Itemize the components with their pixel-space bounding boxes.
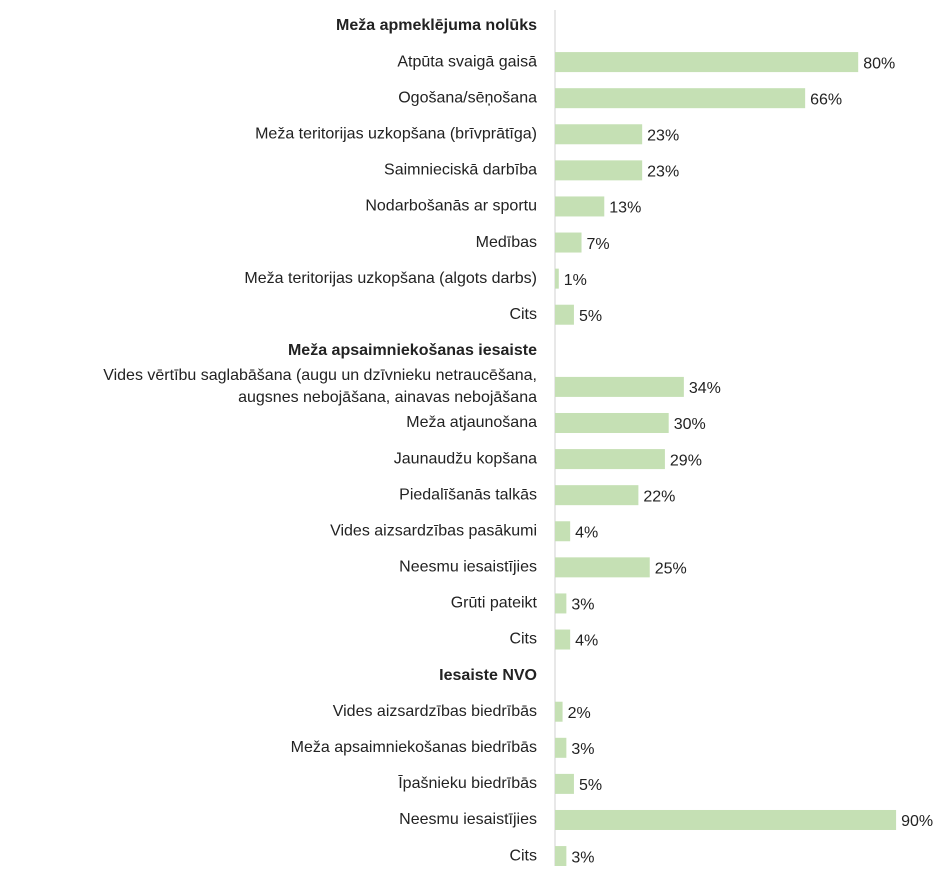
category-label: Nodarbošanās ar sportu	[365, 198, 537, 215]
category-label: Vides vērtību saglabāšana (augu un dzīvn…	[103, 367, 537, 406]
category-label: Meža teritorijas uzkopšana (algots darbs…	[244, 270, 537, 287]
category-label: Medības	[476, 234, 537, 251]
bar	[555, 773, 574, 794]
value-label: 23%	[647, 164, 679, 181]
category-label: Cits	[509, 306, 537, 323]
bar	[555, 521, 571, 542]
bar	[555, 88, 806, 109]
value-label: 3%	[571, 597, 594, 614]
bar	[555, 737, 567, 758]
bar	[555, 485, 639, 506]
bar	[555, 124, 643, 145]
value-label: 4%	[575, 633, 598, 650]
value-label: 4%	[575, 524, 598, 541]
category-label: Saimnieciskā darbība	[384, 162, 537, 179]
category-label: Neesmu iesaistījies	[399, 811, 537, 828]
value-label: 2%	[568, 705, 591, 722]
bar	[555, 376, 684, 397]
bar	[555, 449, 665, 470]
category-label: Vides aizsardzības biedrībās	[333, 703, 537, 720]
bar	[555, 846, 567, 867]
value-label: 23%	[647, 127, 679, 144]
category-label: Jaunaudžu kopšana	[394, 450, 537, 467]
value-label: 5%	[579, 777, 602, 794]
category-label: Grūti pateikt	[451, 595, 538, 612]
value-label: 5%	[579, 308, 602, 325]
bar	[555, 629, 571, 650]
bar	[555, 232, 582, 253]
value-label: 66%	[810, 91, 842, 108]
label-line: augsnes nebojāšana, ainavas nebojāšana	[238, 389, 537, 406]
value-label: 1%	[564, 272, 587, 289]
category-label: Ogošana/sēņošana	[398, 89, 537, 106]
value-label: 3%	[571, 849, 594, 866]
group-header: Meža apsaimniekošanas iesaiste	[288, 342, 537, 359]
bar	[555, 268, 559, 289]
bar	[555, 160, 643, 181]
value-label: 13%	[609, 200, 641, 217]
bar	[555, 557, 650, 578]
category-label: Meža atjaunošana	[406, 414, 537, 431]
category-label: Meža teritorijas uzkopšana (brīvprātīga)	[255, 125, 537, 142]
value-label: 3%	[571, 741, 594, 758]
bar	[555, 701, 563, 722]
bar	[555, 593, 567, 614]
value-label: 80%	[863, 55, 895, 72]
bar	[555, 412, 669, 433]
value-label: 25%	[655, 561, 687, 578]
bar	[555, 304, 574, 325]
category-label: Cits	[509, 631, 537, 648]
value-label: 7%	[587, 236, 610, 253]
value-label: 34%	[689, 380, 721, 397]
bar	[555, 52, 859, 73]
category-label: Īpašnieku biedrībās	[398, 774, 537, 792]
category-label: Meža apsaimniekošanas biedrībās	[291, 739, 537, 756]
value-label: 30%	[674, 416, 706, 433]
category-label: Piedalīšanās talkās	[399, 486, 537, 503]
bar	[555, 809, 897, 830]
category-label: Cits	[509, 847, 537, 864]
label-line: Vides vērtību saglabāšana (augu un dzīvn…	[103, 367, 537, 384]
value-label: 29%	[670, 452, 702, 469]
value-label: 22%	[643, 488, 675, 505]
category-label: Neesmu iesaistījies	[399, 559, 537, 576]
bar	[555, 196, 605, 217]
group-header: Iesaiste NVO	[439, 667, 537, 684]
value-label: 90%	[901, 813, 933, 830]
category-label: Vides aizsardzības pasākumi	[330, 522, 537, 539]
category-label: Atpūta svaigā gaisā	[397, 53, 537, 70]
group-header: Meža apmeklējuma nolūks	[336, 17, 537, 34]
